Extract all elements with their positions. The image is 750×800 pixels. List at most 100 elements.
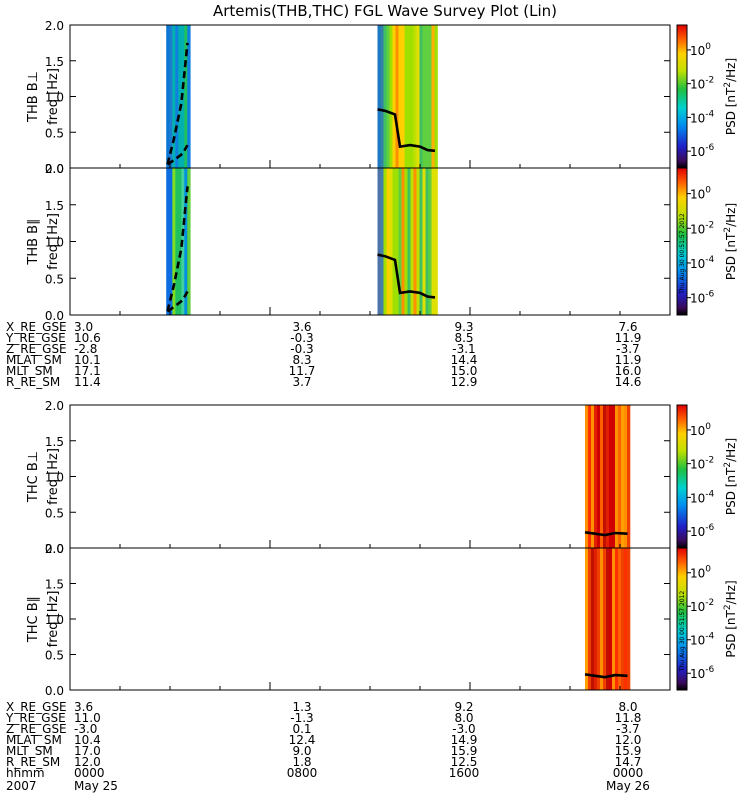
colorbar-label-part: /Hz] bbox=[724, 203, 738, 227]
spectrogram-column bbox=[431, 168, 435, 315]
colorbar-tick-label: 10-6 bbox=[690, 290, 715, 306]
spectrogram-column bbox=[413, 168, 417, 315]
colorbar-tick-base: 10 bbox=[690, 424, 705, 438]
spectrogram-column bbox=[410, 168, 414, 315]
spectrogram-column bbox=[389, 168, 393, 315]
time-axis-value: 1600 bbox=[449, 766, 480, 780]
spectrogram-column bbox=[627, 548, 631, 690]
ephemeris-value: 3.7 bbox=[292, 375, 311, 389]
ephemeris-value: 1.3 bbox=[292, 700, 311, 714]
ephemeris-label: MLAT_SM bbox=[6, 353, 62, 367]
spectrogram-column bbox=[428, 25, 432, 168]
colorbar-label-part: /Hz] bbox=[724, 58, 738, 82]
panel-title: THB B∥ bbox=[26, 218, 41, 265]
spectrogram-column bbox=[591, 405, 595, 548]
spectrogram-column bbox=[398, 25, 402, 168]
colorbar-tick-exponent: -4 bbox=[705, 255, 714, 265]
colorbar-label-part: PSD [nT bbox=[724, 87, 738, 135]
colorbar-tick-exponent: -6 bbox=[705, 290, 714, 300]
spectrogram-column bbox=[615, 548, 619, 690]
spectrogram-column bbox=[603, 548, 607, 690]
ephemeris-label: X_RE_GSE bbox=[6, 320, 67, 334]
colorbar-tick-exponent: 0 bbox=[705, 422, 711, 432]
colorbar-tick-base: 10 bbox=[690, 292, 705, 306]
colorbar-label-part: PSD [nT bbox=[724, 232, 738, 280]
ephemeris-value: 9.3 bbox=[454, 320, 473, 334]
spectrogram-column bbox=[585, 548, 589, 690]
colorbar-tick-label: 10-2 bbox=[690, 456, 714, 472]
y-tick-label: 1.0 bbox=[45, 91, 64, 105]
panel-frame bbox=[69, 167, 671, 316]
spectrogram-column bbox=[401, 25, 405, 168]
spectrogram-column bbox=[395, 168, 399, 315]
y-tick-label: 0.0 bbox=[45, 542, 64, 556]
ephemeris-value: 11.9 bbox=[615, 353, 642, 367]
y-tick-label: 1.5 bbox=[45, 55, 64, 69]
ephemeris-value: 10.6 bbox=[74, 331, 101, 345]
colorbar-label-part: PSD [nT bbox=[724, 467, 738, 515]
spectrogram-column bbox=[422, 25, 426, 168]
colorbar-tick-base: 10 bbox=[690, 145, 705, 159]
time-axis-label: hhmm bbox=[6, 766, 45, 780]
ephemeris-value: -0.3 bbox=[290, 331, 313, 345]
colorbar-tick-exponent: -2 bbox=[705, 220, 714, 230]
spectrogram-column bbox=[606, 548, 610, 690]
colorbar-tick-label: 100 bbox=[690, 422, 711, 438]
colorbar-tick-base: 10 bbox=[690, 188, 705, 202]
time-axis-value: 0000 bbox=[74, 766, 105, 780]
spectrogram-edge bbox=[377, 25, 384, 168]
ephemeris-value: 3.6 bbox=[292, 320, 311, 334]
spectrogram-column bbox=[172, 25, 176, 168]
spectrogram-column bbox=[187, 25, 191, 168]
colorbar-tick-base: 10 bbox=[690, 78, 705, 92]
ephemeris-value: -3.0 bbox=[74, 722, 97, 736]
ephemeris-label: Z_RE_GSE bbox=[6, 722, 67, 736]
ephemeris-value: 8.5 bbox=[454, 331, 473, 345]
colorbar-tick-base: 10 bbox=[690, 458, 705, 472]
ephemeris-value: -3.0 bbox=[452, 722, 475, 736]
ephemeris-value: 17.0 bbox=[74, 744, 101, 758]
y-tick-label: 1.0 bbox=[45, 471, 64, 485]
spectrogram-column bbox=[392, 25, 396, 168]
ephemeris-label: R_RE_SM bbox=[6, 755, 60, 769]
panel-title: THC B⊥ bbox=[26, 451, 41, 503]
spectrogram-column bbox=[624, 548, 628, 690]
y-tick-label: 1.0 bbox=[45, 613, 64, 627]
spectrogram-column bbox=[621, 548, 625, 690]
panel-frame bbox=[69, 24, 671, 169]
trace-fce bbox=[584, 531, 628, 537]
ephemeris-value: 10.4 bbox=[74, 733, 101, 747]
colorbar-tick-label: 10-4 bbox=[690, 489, 715, 505]
spectrogram-column bbox=[434, 25, 438, 168]
ephemeris-value: 11.9 bbox=[615, 331, 642, 345]
colorbar-tick-exponent: -2 bbox=[705, 76, 714, 86]
colorbar-tick-label: 10-6 bbox=[690, 143, 715, 159]
colorbar-tick-base: 10 bbox=[690, 44, 705, 58]
spectrogram-column bbox=[600, 405, 604, 548]
panel-frame bbox=[69, 404, 671, 549]
spectrogram-column bbox=[609, 548, 613, 690]
colorbar-tick-exponent: -4 bbox=[705, 489, 714, 499]
colorbar-tick-label: 10-4 bbox=[690, 632, 715, 648]
ephemeris-value: 10.1 bbox=[74, 353, 101, 367]
spectrogram-column bbox=[597, 548, 601, 690]
date-end: May 26 bbox=[606, 779, 650, 793]
colorbar-tick-label: 100 bbox=[690, 42, 711, 58]
timestamp: Thu Aug 30 00:51:57 2012 bbox=[679, 591, 686, 673]
trace-f_max bbox=[166, 186, 189, 312]
colorbar-tick-exponent: -6 bbox=[705, 523, 714, 533]
spectrogram-column bbox=[425, 168, 429, 315]
spectrogram-column bbox=[172, 168, 176, 315]
ephemeris-value: 14.4 bbox=[451, 353, 478, 367]
spectrogram-column bbox=[184, 25, 188, 168]
y-axis-label: freq [Hz] bbox=[46, 213, 61, 270]
ephemeris-label: MLT_SM bbox=[6, 364, 53, 378]
date-start: May 25 bbox=[74, 779, 118, 793]
y-tick-label: 1.5 bbox=[45, 435, 64, 449]
ephemeris-value: 15.9 bbox=[615, 744, 642, 758]
ephemeris-value: -2.8 bbox=[74, 342, 97, 356]
trace-f_min bbox=[166, 290, 189, 313]
colorbar-label-part: /Hz] bbox=[724, 438, 738, 462]
panel-frame bbox=[69, 547, 671, 691]
ephemeris-value: 3.0 bbox=[74, 320, 93, 334]
